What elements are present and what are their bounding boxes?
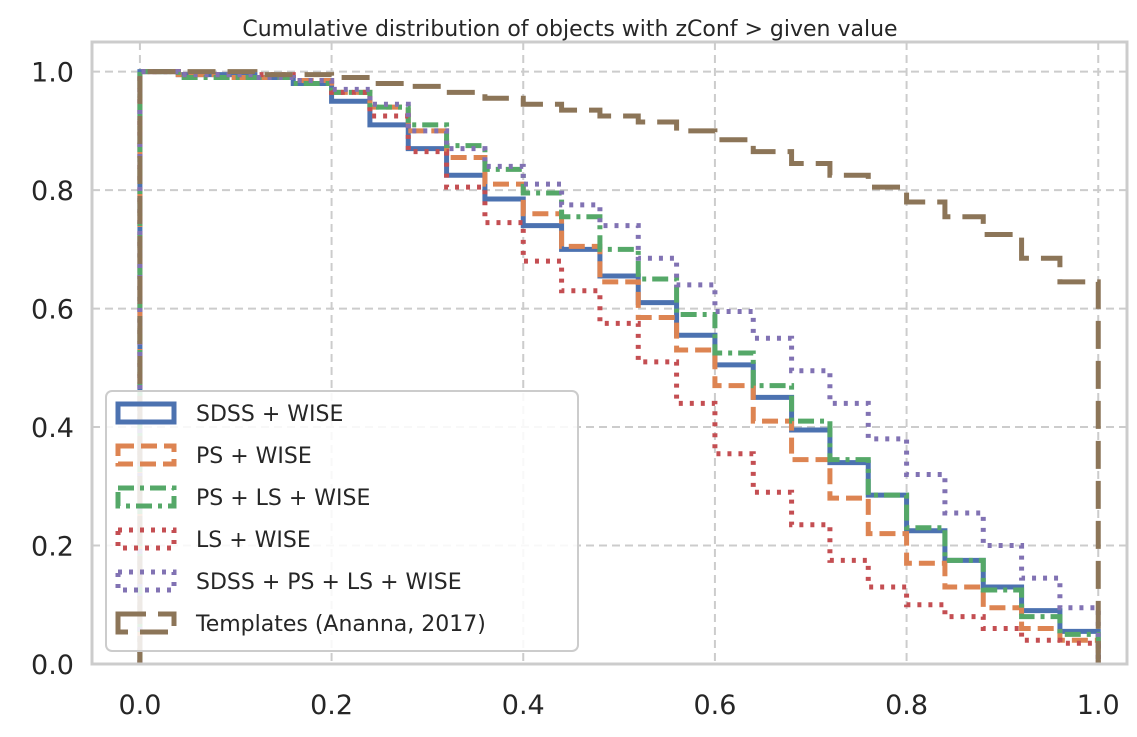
y-tick-label: 0.0 bbox=[31, 650, 74, 681]
legend-label-6: Templates (Ananna, 2017) bbox=[195, 612, 486, 637]
x-tick-label: 0.6 bbox=[693, 690, 736, 721]
y-tick-label: 0.4 bbox=[31, 413, 74, 444]
series-line-3 bbox=[137, 69, 1101, 664]
legend-swatch-1 bbox=[115, 401, 177, 425]
legend-swatch-5 bbox=[115, 569, 177, 593]
y-tick-label: 0.8 bbox=[31, 176, 74, 207]
legend-label-4: LS + WISE bbox=[196, 528, 311, 553]
legend-swatch-2 bbox=[115, 443, 177, 467]
legend-label-2: PS + WISE bbox=[196, 444, 312, 469]
x-tick-label: 1.0 bbox=[1077, 690, 1120, 721]
plot-frame bbox=[90, 40, 1129, 666]
legend-swatch-4 bbox=[115, 527, 177, 551]
series-group bbox=[137, 69, 1101, 664]
x-tick-label: 0.2 bbox=[310, 690, 353, 721]
legend-swatch-3 bbox=[115, 485, 177, 509]
legend-label-3: PS + LS + WISE bbox=[196, 486, 370, 511]
legend-box bbox=[105, 390, 579, 652]
x-tick-label: 0.4 bbox=[502, 690, 545, 721]
y-tick-label: 0.6 bbox=[31, 295, 74, 326]
y-tick-label: 0.2 bbox=[31, 532, 74, 563]
legend-label-1: SDSS + WISE bbox=[196, 402, 343, 427]
chart-title: Cumulative distribution of objects with … bbox=[242, 17, 897, 42]
series-line-6 bbox=[137, 69, 1101, 664]
legend-swatch-6 bbox=[115, 611, 177, 635]
ticks: 0.0 0.2 0.4 0.6 0.8 1.0 0.0 0.2 0.4 0.6 0.8 1.0 bbox=[31, 58, 1120, 721]
y-tick-label: 1.0 bbox=[31, 58, 74, 89]
series-line-5 bbox=[137, 69, 1101, 664]
x-tick-label: 0.8 bbox=[885, 690, 928, 721]
x-tick-label: 0.0 bbox=[118, 690, 161, 721]
series-line-2 bbox=[137, 69, 1101, 664]
legend-label-5: SDSS + PS + LS + WISE bbox=[196, 570, 462, 595]
legend: SDSS + WISE PS + WISE PS + LS + WISE LS + W… bbox=[105, 390, 579, 652]
